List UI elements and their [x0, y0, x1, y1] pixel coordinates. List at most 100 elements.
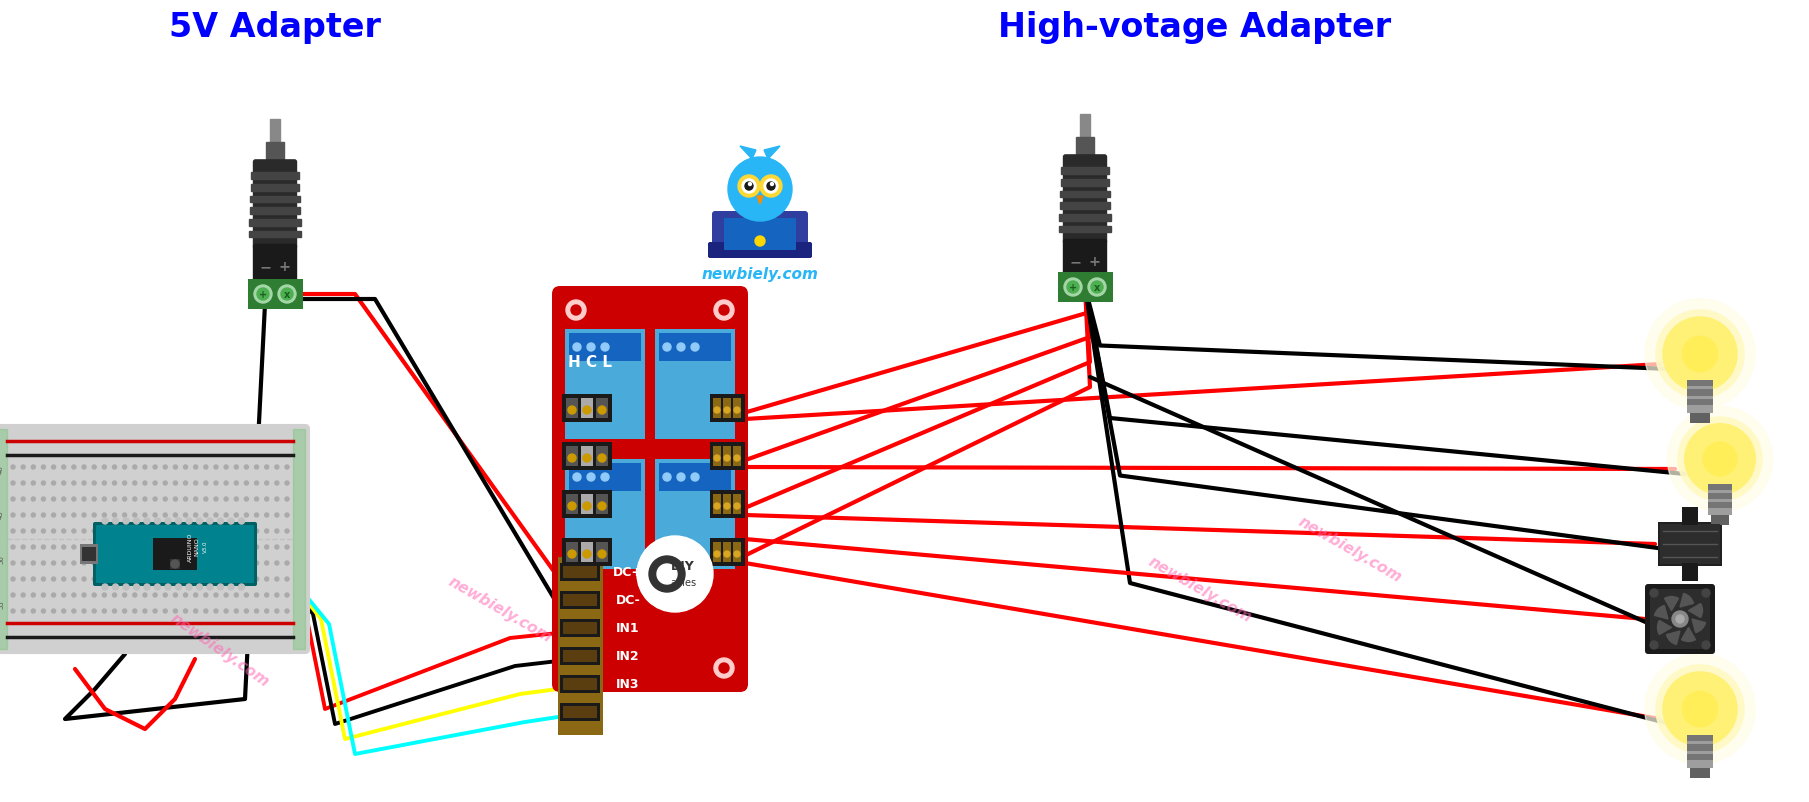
Circle shape	[11, 481, 14, 485]
Bar	[1682, 507, 1699, 525]
Circle shape	[143, 561, 147, 565]
Circle shape	[31, 529, 36, 533]
Circle shape	[42, 545, 45, 549]
Bar	[581, 542, 593, 562]
Circle shape	[163, 481, 166, 485]
Circle shape	[213, 513, 217, 517]
Text: DC-: DC-	[615, 593, 640, 607]
Bar	[561, 703, 601, 721]
Circle shape	[92, 481, 96, 485]
Circle shape	[112, 481, 116, 485]
Circle shape	[224, 593, 228, 597]
Circle shape	[132, 481, 137, 485]
Circle shape	[154, 481, 157, 485]
Bar	[1661, 524, 1720, 565]
Bar	[733, 447, 742, 467]
Circle shape	[754, 237, 765, 247]
Circle shape	[257, 289, 270, 301]
Wedge shape	[1655, 606, 1668, 619]
Circle shape	[224, 561, 228, 565]
Circle shape	[112, 577, 116, 581]
Circle shape	[103, 593, 107, 597]
Circle shape	[132, 610, 137, 614]
Bar	[581, 494, 593, 514]
Circle shape	[224, 465, 228, 469]
Circle shape	[112, 513, 116, 517]
Circle shape	[244, 545, 248, 549]
Circle shape	[112, 529, 116, 533]
Bar	[1690, 413, 1710, 423]
Circle shape	[206, 518, 213, 525]
Text: 5V Adapter: 5V Adapter	[168, 11, 382, 44]
Circle shape	[31, 465, 36, 469]
Bar	[170, 559, 181, 569]
Circle shape	[22, 529, 25, 533]
Bar	[713, 399, 722, 419]
Circle shape	[22, 593, 25, 597]
Circle shape	[52, 481, 56, 485]
Circle shape	[154, 465, 157, 469]
Circle shape	[275, 593, 279, 597]
Bar	[293, 429, 306, 649]
Text: x: x	[1094, 282, 1100, 293]
Circle shape	[760, 176, 781, 198]
Circle shape	[224, 577, 228, 581]
Circle shape	[275, 465, 279, 469]
Circle shape	[1702, 642, 1710, 649]
FancyBboxPatch shape	[92, 522, 257, 586]
Circle shape	[213, 561, 217, 565]
Circle shape	[132, 513, 137, 517]
Circle shape	[81, 513, 87, 517]
Bar	[561, 563, 601, 581]
Circle shape	[286, 561, 289, 565]
Text: V3.0: V3.0	[203, 540, 208, 553]
Circle shape	[52, 545, 56, 549]
Circle shape	[163, 497, 166, 501]
Circle shape	[123, 610, 127, 614]
Circle shape	[599, 407, 606, 415]
Circle shape	[11, 610, 14, 614]
Circle shape	[286, 465, 289, 469]
Circle shape	[92, 529, 96, 533]
Circle shape	[239, 518, 244, 525]
Circle shape	[31, 513, 36, 517]
Text: High-votage Adapter: High-votage Adapter	[999, 11, 1391, 44]
Circle shape	[154, 529, 157, 533]
Text: −: −	[260, 260, 271, 273]
Text: newbiely.com: newbiely.com	[1145, 553, 1254, 625]
Circle shape	[1662, 672, 1737, 746]
Circle shape	[1650, 589, 1659, 597]
Circle shape	[1644, 654, 1755, 764]
Circle shape	[134, 518, 139, 525]
Circle shape	[183, 481, 188, 485]
Bar	[1688, 754, 1713, 760]
Circle shape	[264, 513, 270, 517]
Bar	[1708, 484, 1733, 490]
Bar	[250, 232, 300, 238]
Text: −: −	[1069, 254, 1082, 269]
Bar	[1688, 380, 1713, 387]
Circle shape	[286, 497, 289, 501]
Bar	[81, 547, 96, 561]
Circle shape	[183, 513, 188, 517]
Text: x: x	[284, 290, 289, 300]
Circle shape	[1064, 278, 1082, 297]
FancyBboxPatch shape	[1644, 585, 1715, 654]
Bar	[564, 460, 646, 569]
Circle shape	[204, 529, 208, 533]
Circle shape	[568, 407, 575, 415]
Circle shape	[22, 481, 25, 485]
Circle shape	[42, 561, 45, 565]
Bar	[1708, 484, 1733, 516]
Text: DC+: DC+	[613, 565, 642, 579]
Circle shape	[566, 301, 586, 321]
Text: IN3: IN3	[617, 678, 640, 691]
Circle shape	[22, 465, 25, 469]
Circle shape	[233, 513, 239, 517]
Polygon shape	[763, 147, 780, 160]
Circle shape	[599, 455, 606, 463]
Circle shape	[103, 497, 107, 501]
Circle shape	[112, 465, 116, 469]
Circle shape	[233, 481, 239, 485]
Circle shape	[742, 180, 756, 194]
